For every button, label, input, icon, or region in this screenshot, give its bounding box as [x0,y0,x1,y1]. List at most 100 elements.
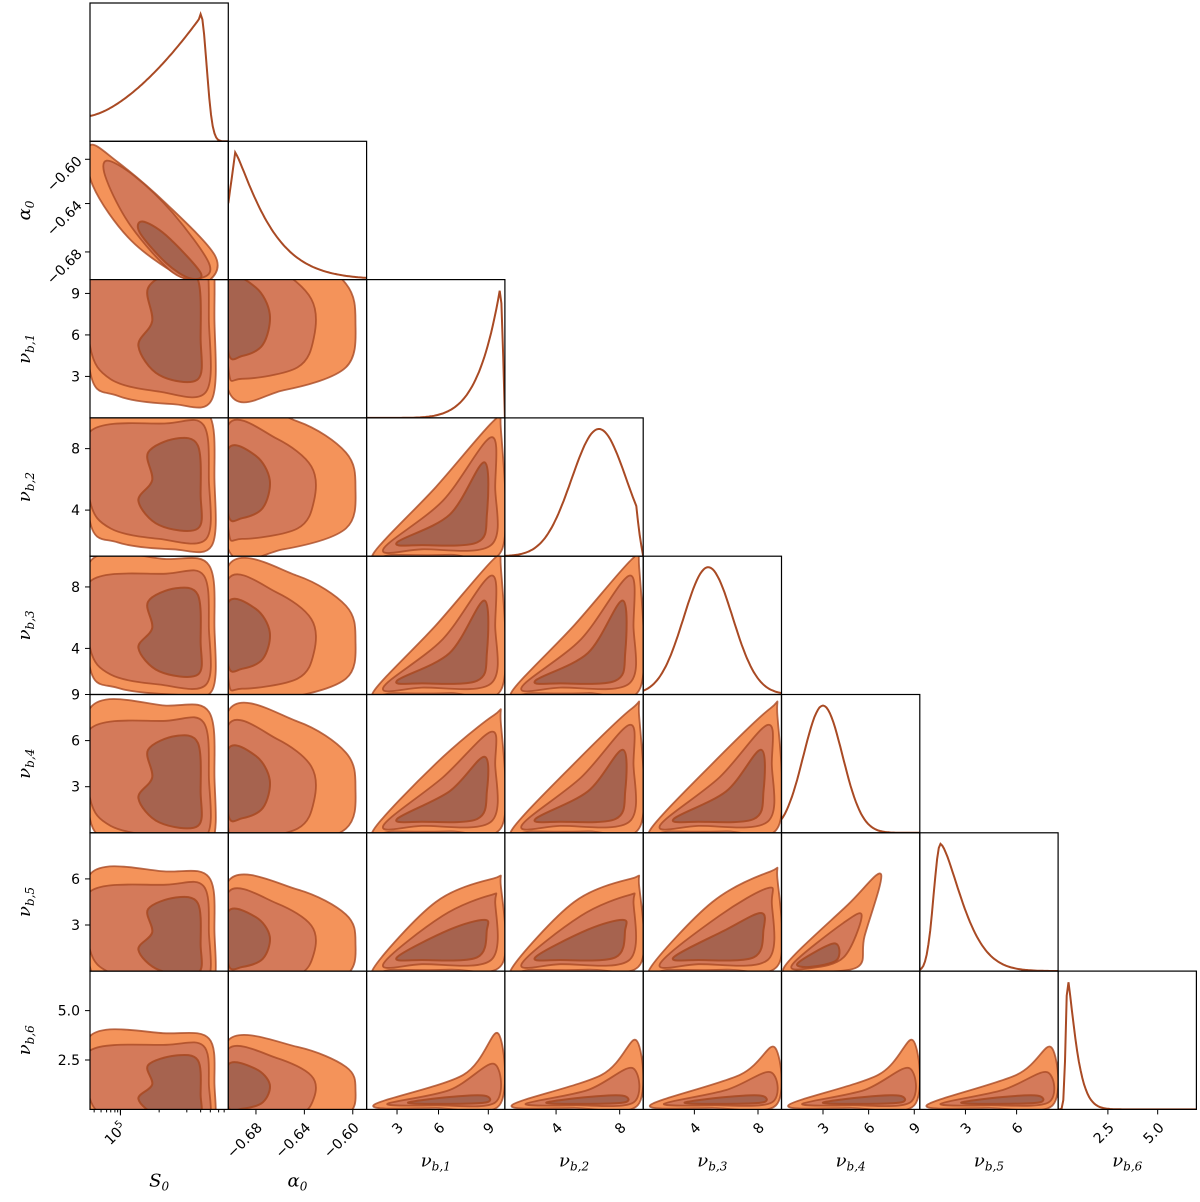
y-axis-label-nu_b5: νb,5 [14,887,37,917]
x-tick-label: 3 [815,1120,833,1138]
y-tick-label: −0.68 [44,246,86,288]
marginal-nu_b2 [504,428,644,557]
contour-1sigma [821,1094,907,1105]
x-tick-label: −0.60 [321,1120,363,1162]
panel-nu_b4-vs-nu_b1 [366,693,506,834]
y-tick-label: 3 [71,369,80,385]
panel-nu_b2-vs-nu_b1 [366,417,506,557]
panel-nu_b4-vs-nu_b3 [642,693,783,834]
panel-nu_b3-vs-nu_b3 [642,555,783,696]
contour-1sigma [136,220,203,280]
panel-nu_b5-vs-nu_b3 [642,832,783,972]
contour-1sigma [395,599,490,685]
panel-nu_b1-vs-nu_b1 [366,279,506,419]
panel-nu_b5-vs-nu_b1 [366,832,506,972]
contour-1sigma [228,744,272,823]
contour-1sigma [137,586,203,678]
panel-nu_b6-vs-nu_b6 [1057,970,1197,1110]
panel-nu_b4-vs-alpha0 [227,693,368,834]
contour-1sigma [137,436,203,532]
contour-1sigma [407,1094,492,1105]
x-axis-label-nu_b2: νb,2 [559,1150,589,1173]
contour-1sigma [228,597,272,673]
x-axis-label-nu_b6: νb,6 [1112,1150,1142,1173]
panel-alpha0-vs-S0 [89,140,229,281]
contour-1sigma [671,748,766,824]
contour-1sigma [545,1094,630,1105]
y-tick-label: 6 [71,872,80,888]
contour-1sigma [137,895,203,972]
panel-S0-vs-S0 [89,2,229,142]
panel-nu_b4-vs-nu_b2 [504,693,644,834]
x-tick-label: 6 [1009,1120,1027,1138]
contour-1sigma [683,1094,768,1105]
x-tick-label: 3 [389,1120,407,1138]
y-tick-label: 4 [71,641,80,657]
panel-nu_b6-vs-S0 [89,970,229,1110]
contour-1sigma [395,461,490,547]
panel-nu_b1-vs-S0 [89,279,229,419]
y-axis-label-nu_b3: νb,3 [14,610,37,640]
panel-nu_b2-vs-alpha0 [227,417,368,557]
marginal-S0 [90,10,229,142]
x-tick-label: 5.0 [1141,1120,1168,1147]
x-axis-label-nu_b4: νb,4 [836,1150,866,1173]
contour-1sigma [533,599,628,685]
y-tick-label: 9 [71,688,80,704]
panel-nu_b5-vs-nu_b4 [780,832,921,972]
y-axis-label-alpha0: α0 [14,200,37,220]
y-tick-label: 8 [71,580,80,596]
panel-nu_b2-vs-S0 [89,417,229,557]
panel-nu_b5-vs-S0 [89,832,229,972]
panel-nu_b3-vs-alpha0 [227,555,368,696]
x-tick-label: −0.68 [224,1120,266,1162]
marginal-nu_b6 [1058,982,1197,1110]
panel-nu_b6-vs-nu_b1 [366,970,506,1110]
y-axis-label-nu_b4: νb,4 [14,749,37,779]
contour-1sigma [137,1053,203,1110]
contour-1sigma [395,755,490,824]
panel-nu_b5-vs-alpha0 [227,832,368,972]
y-tick-label: 3 [71,918,80,934]
panel-nu_b6-vs-alpha0 [227,970,368,1110]
x-tick-label: 8 [750,1120,768,1138]
contour-1sigma [960,1094,1045,1105]
panel-frame [642,555,783,696]
contour-1sigma [533,748,628,824]
panel-frame [366,279,506,419]
x-tick-label: 6 [431,1120,449,1138]
x-axis-label-alpha0: α0 [288,1170,308,1193]
panel-frame [919,832,1059,972]
x-tick-label: 8 [612,1120,630,1138]
y-tick-label: 3 [71,780,80,796]
y-tick-label: 6 [71,734,80,750]
panel-nu_b3-vs-S0 [89,555,229,696]
contour-1sigma [671,911,766,962]
panel-nu_b1-vs-alpha0 [227,279,368,419]
x-tick-label: 4 [687,1120,705,1138]
panel-nu_b5-vs-nu_b2 [504,832,644,972]
y-tick-label: −0.64 [44,198,86,240]
contour-1sigma [137,734,203,830]
panel-nu_b3-vs-nu_b2 [504,555,644,696]
y-tick-label: 6 [71,328,80,344]
contour-1sigma [228,444,272,523]
x-tick-label: 105 [100,1119,130,1149]
contour-1sigma [395,918,490,962]
contour-1sigma [228,907,272,971]
x-tick-label: 2.5 [1091,1120,1118,1147]
panel-nu_b6-vs-nu_b4 [780,970,921,1110]
x-tick-label: −0.64 [273,1120,315,1162]
x-tick-label: 6 [861,1120,879,1138]
x-tick-label: 4 [548,1120,566,1138]
y-tick-label: 2.5 [58,1053,80,1069]
y-tick-label: −0.60 [44,154,86,196]
marginal-alpha0 [228,149,367,279]
contour-3sigma [782,872,883,972]
contour-1sigma [228,279,272,361]
x-axis-label-S0: S0 [149,1170,169,1193]
panel-nu_b3-vs-nu_b1 [366,555,506,696]
panel-nu_b6-vs-nu_b3 [642,970,783,1110]
panel-nu_b4-vs-nu_b4 [780,693,921,834]
